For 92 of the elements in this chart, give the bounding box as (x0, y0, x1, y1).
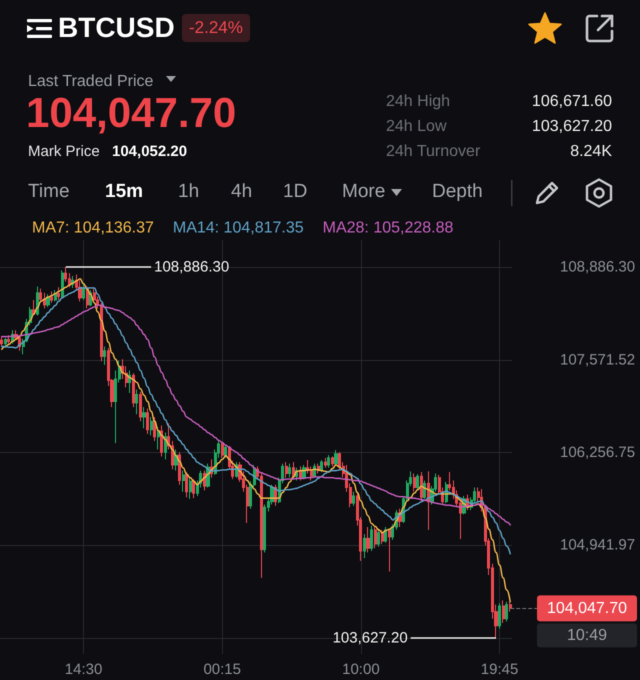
y-tick-label: 104,941.97 (560, 536, 636, 554)
candlestick (413, 472, 416, 492)
candlestick (423, 480, 426, 500)
candlestick (7, 334, 10, 344)
y-tick-label: 106,256.75 (560, 444, 636, 462)
candlestick (388, 528, 391, 572)
candlestick (54, 290, 57, 302)
candlestick (178, 452, 181, 486)
text: 8.24K (570, 142, 612, 162)
candlestick (192, 478, 195, 499)
text: 1h (178, 180, 200, 204)
candlestick (132, 372, 135, 408)
candlestick (377, 528, 380, 548)
y-tick-label: 108,886.30 (560, 258, 636, 276)
candlestick (391, 524, 394, 540)
candlestick (86, 285, 89, 309)
text: Mark Price (28, 143, 100, 161)
candlestick (288, 463, 291, 478)
line-series (1, 278, 511, 603)
text: Time (28, 180, 70, 204)
candlestick (370, 525, 373, 552)
candlestick (327, 454, 330, 468)
candlestick (135, 389, 138, 415)
text: 24h High (386, 92, 450, 112)
candlestick (320, 460, 323, 473)
text: Depth (432, 180, 483, 204)
candlestick (153, 416, 156, 442)
candlestick (50, 290, 53, 304)
candlestick (381, 529, 384, 544)
ref-line-label: 104,047.70 (546, 600, 628, 617)
candlestick (416, 474, 419, 490)
candlestick (103, 346, 106, 366)
candlestick (46, 294, 50, 308)
text: 10:49 (566, 626, 608, 644)
text: 24h Low (386, 117, 446, 137)
line-series (1, 304, 511, 526)
candlestick (139, 391, 142, 422)
candlestick (185, 472, 188, 498)
text: 104,052.20 (112, 143, 188, 161)
text: More (342, 180, 386, 204)
x-tick-label: 14:30 (64, 661, 102, 678)
candlestick (32, 299, 35, 316)
candlestick (61, 270, 64, 298)
candlestick (374, 526, 377, 549)
candlestick (285, 462, 288, 478)
text: 24h Turnover (386, 142, 480, 162)
x-tick-label: 00:15 (203, 661, 241, 678)
candlestick (292, 462, 295, 480)
text: 4h (231, 180, 252, 204)
text: MA14: 104,817.35 (172, 220, 304, 236)
candlestick (164, 432, 167, 460)
text: 15m (105, 180, 144, 204)
candlestick (36, 286, 39, 316)
candlestick (363, 534, 366, 559)
candlestick (509, 601, 512, 612)
candlestick (146, 408, 149, 434)
text: 103,627.20 (532, 117, 612, 137)
x-tick-label: 19:45 (480, 661, 518, 678)
candlestick (0, 336, 3, 347)
candlestick (100, 302, 103, 362)
text: MA7: 104,136.37 (32, 220, 154, 236)
candlestick (160, 424, 163, 458)
candlestick (182, 470, 185, 492)
ref-line-label: 108,886.30 (154, 258, 230, 276)
candlestick (498, 602, 501, 630)
candlestick (4, 338, 7, 348)
candlestick (324, 457, 327, 468)
text: 106,671.60 (532, 92, 612, 112)
y-tick-label: 107,571.52 (560, 351, 636, 368)
candlestick (157, 426, 160, 450)
candlestick (82, 284, 85, 300)
candlestick (334, 450, 338, 466)
candlestick (150, 416, 153, 436)
candlestick (43, 292, 46, 309)
candlestick (366, 526, 370, 553)
candlestick (57, 286, 60, 300)
candlestick (505, 601, 508, 622)
candlestick (189, 477, 192, 500)
ref-line-label: 103,627.20 (332, 629, 408, 646)
candlestick (420, 472, 423, 502)
text: -2.24% (182, 14, 250, 42)
candlestick (221, 442, 224, 458)
text: MA28: 105,228.88 (322, 220, 454, 236)
candlestick (224, 444, 227, 458)
candlestick (142, 406, 146, 429)
chart-title: BTCUSD (58, 11, 175, 45)
x-tick-label: 10:00 (342, 661, 380, 678)
candlestick (331, 456, 334, 467)
candlestick (352, 491, 355, 506)
candlestick (502, 600, 505, 624)
line-series (1, 287, 511, 555)
text: 1D (283, 180, 308, 204)
